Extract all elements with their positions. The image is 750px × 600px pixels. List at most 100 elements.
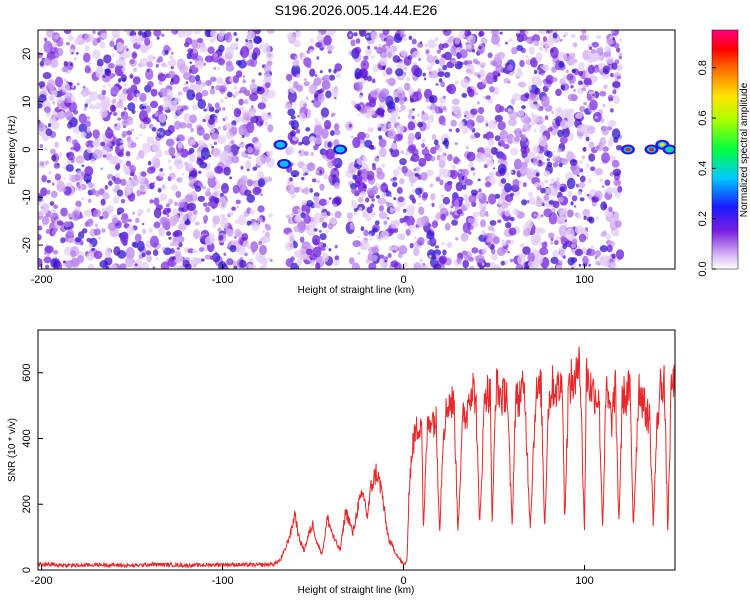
heatmap-cell xyxy=(363,75,368,81)
heatmap-cell xyxy=(571,257,578,263)
heatmap-cell xyxy=(315,41,322,48)
heatmap-cell xyxy=(360,69,369,78)
heatmap-cell xyxy=(582,208,591,218)
heatmap-cell xyxy=(437,146,443,153)
snr-series-line xyxy=(38,346,675,569)
heatmap-cell xyxy=(608,119,617,128)
heatmap-cell xyxy=(289,86,296,94)
heatmap-cell xyxy=(453,156,460,164)
heatmap-cell xyxy=(259,265,265,269)
heatmap-cell xyxy=(258,241,263,245)
heatmap-cell xyxy=(83,209,93,217)
heatmap-cell xyxy=(353,32,358,37)
chart-title: S196.2026.005.14.44.E26 xyxy=(275,2,438,18)
heatmap-cell xyxy=(189,83,195,90)
heatmap-cell xyxy=(365,167,370,171)
heatmap-cell xyxy=(539,105,544,110)
heatmap-cell xyxy=(93,209,101,218)
heatmap-cell xyxy=(380,112,385,118)
heatmap-cell xyxy=(465,146,469,150)
heatmap-cell xyxy=(406,204,415,217)
heatmap-cell xyxy=(507,141,510,144)
heatmap-cell xyxy=(577,80,583,86)
heatmap-cell xyxy=(589,75,598,83)
x-tick-label: -200 xyxy=(31,274,53,286)
heatmap-cell xyxy=(67,237,75,244)
heatmap-cell xyxy=(183,112,192,124)
heatmap-cell xyxy=(397,116,401,120)
heatmap-cell xyxy=(439,168,446,175)
heatmap-cell xyxy=(405,228,411,236)
heatmap-cell xyxy=(41,215,50,225)
heatmap-cell xyxy=(349,224,355,231)
heatmap-cell xyxy=(534,226,541,234)
heatmap-cell xyxy=(378,205,385,212)
heatmap-cell xyxy=(357,235,361,238)
heatmap-cell xyxy=(303,214,311,225)
heatmap-cell xyxy=(552,150,555,153)
heatmap-cell xyxy=(353,212,358,216)
heatmap-cell xyxy=(186,212,193,217)
heatmap-cell xyxy=(185,37,193,46)
heatmap-cell xyxy=(614,232,619,237)
y-tick-label: -10 xyxy=(21,189,33,205)
heatmap-cell xyxy=(578,61,585,71)
heatmap-cell xyxy=(504,182,512,193)
heatmap-cell xyxy=(611,159,620,168)
heatmap-cell xyxy=(224,115,229,121)
heatmap-cell xyxy=(444,71,451,78)
heatmap-cell xyxy=(413,168,417,172)
heatmap-cell xyxy=(317,241,325,250)
heatmap-cell xyxy=(333,96,337,100)
heatmap-cell xyxy=(142,228,146,234)
heatmap-cell xyxy=(520,146,527,154)
heatmap-cell xyxy=(547,232,555,239)
heatmap-cell xyxy=(539,247,549,256)
heatmap-cell xyxy=(234,228,242,237)
heatmap-cell xyxy=(356,105,362,111)
heatmap-cell xyxy=(504,108,508,112)
heatmap-cell xyxy=(364,177,368,182)
heatmap-cell xyxy=(241,119,245,123)
heatmap-cell xyxy=(331,112,336,117)
heatmap-cell xyxy=(520,134,527,142)
heatmap-cell xyxy=(451,164,457,170)
heatmap-cell xyxy=(262,229,265,233)
heatmap-cell xyxy=(443,139,450,147)
heatmap-cell xyxy=(563,34,567,38)
heatmap-cell xyxy=(612,168,622,177)
heatmap-cell xyxy=(526,39,531,44)
heatmap-cell xyxy=(125,255,134,268)
heatmap-cell xyxy=(194,186,202,192)
heatmap-cell xyxy=(400,49,408,57)
heatmap-cell xyxy=(196,37,204,44)
heatmap-cell xyxy=(607,94,614,101)
heatmap-cell xyxy=(75,155,85,164)
heatmap-cell xyxy=(304,225,310,231)
heatmap-cell xyxy=(242,240,250,248)
heatmap-cell xyxy=(217,196,227,210)
heatmap-cell xyxy=(444,181,452,192)
heatmap-cell xyxy=(120,178,127,186)
heatmap-cell xyxy=(134,233,142,243)
heatmap-cell xyxy=(136,93,142,98)
heatmap-cell xyxy=(166,231,172,236)
heatmap-cell xyxy=(542,198,551,208)
heatmap-cell xyxy=(246,59,255,67)
heatmap-cell xyxy=(488,171,495,179)
heatmap-cell xyxy=(487,119,497,130)
heatmap-cell xyxy=(365,233,369,237)
heatmap-cell xyxy=(247,246,251,249)
heatmap-cell xyxy=(430,146,437,155)
heatmap-cell xyxy=(376,194,380,199)
heatmap-cell xyxy=(484,262,491,268)
heatmap-cell xyxy=(319,70,323,74)
heatmap-cell xyxy=(184,246,189,253)
heatmap-cell xyxy=(588,141,595,149)
heatmap-cell xyxy=(266,223,270,227)
heatmap-cell xyxy=(440,213,447,221)
heatmap-cell xyxy=(544,179,549,184)
heatmap-cell xyxy=(392,181,398,188)
heatmap-cell xyxy=(112,111,118,117)
heatmap-cell xyxy=(397,196,405,203)
